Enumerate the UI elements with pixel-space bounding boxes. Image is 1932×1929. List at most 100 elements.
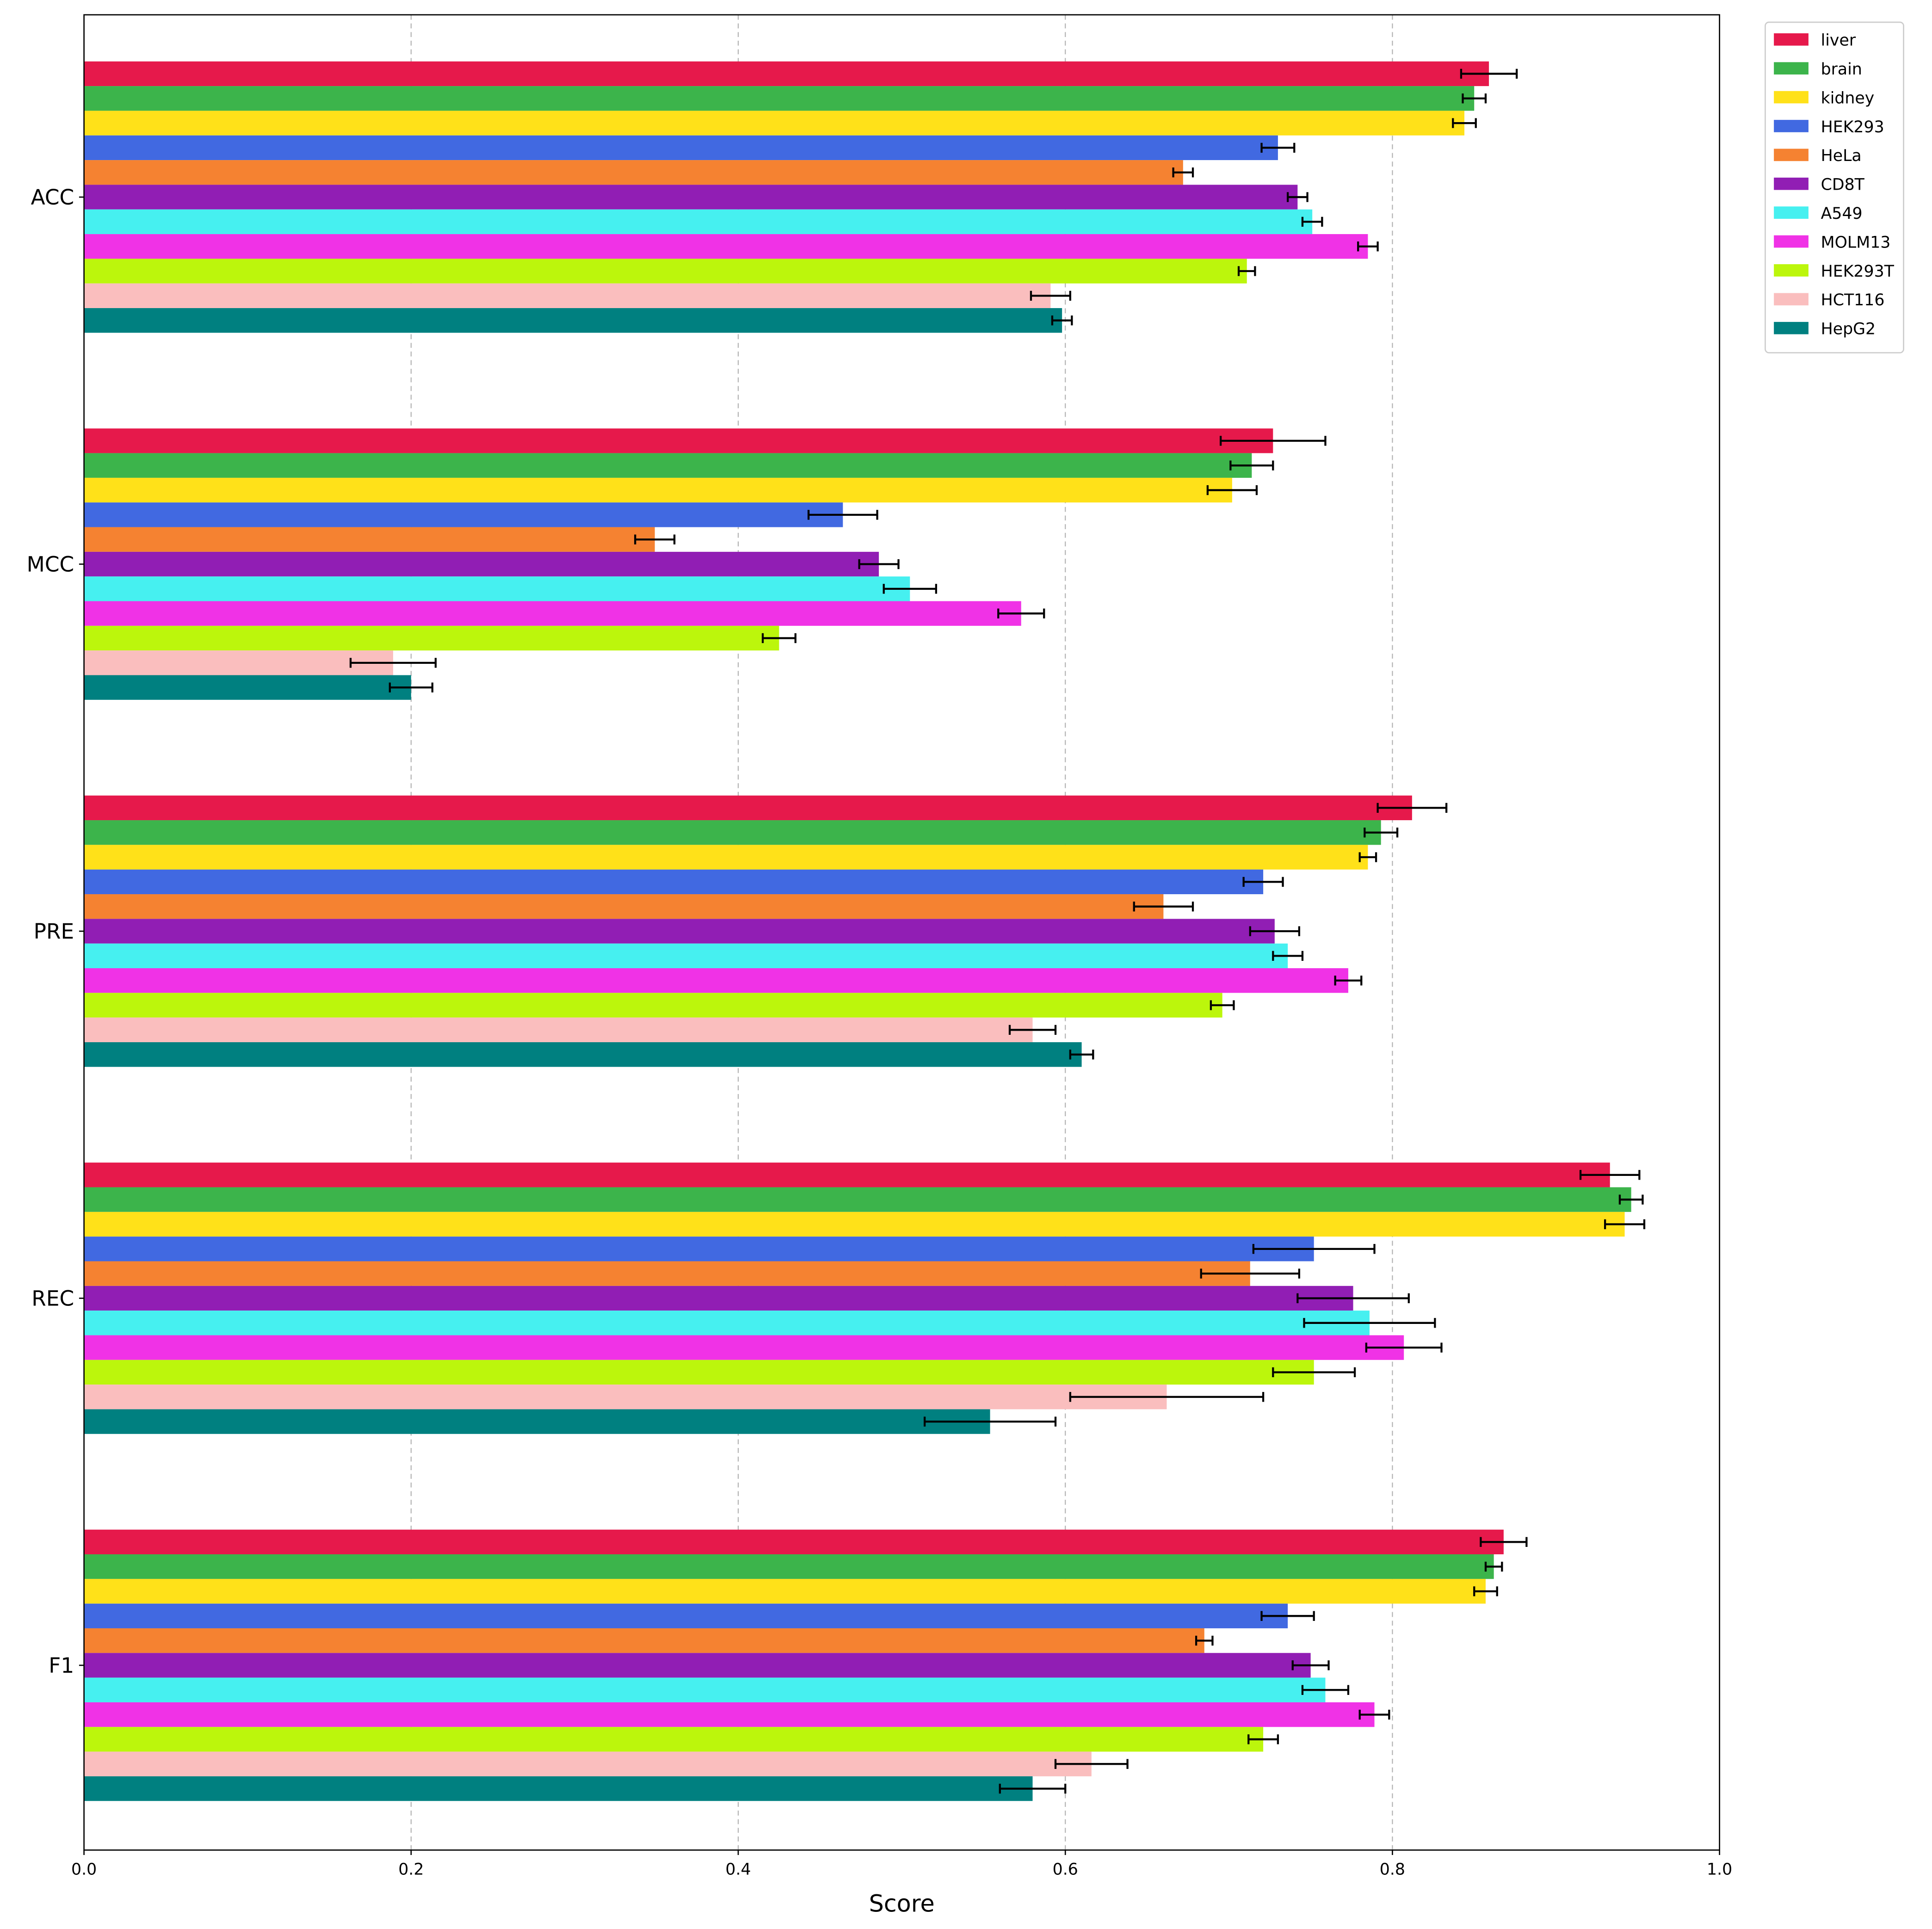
y-tick-label: REC [31, 1286, 74, 1311]
error-bar-CD8T-ACC [1286, 192, 1309, 202]
bar-MOLM13-F1 [84, 1702, 1375, 1727]
error-bar-HEK293-MCC [807, 510, 878, 520]
legend-swatch-A549 [1774, 206, 1809, 219]
legend-label-CD8T: CD8T [1821, 176, 1865, 194]
error-bar-HEK293-F1 [1260, 1611, 1315, 1621]
x-tick-label: 0.6 [1053, 1861, 1078, 1879]
error-bar-HEK293T-PRE [1210, 1000, 1235, 1010]
error-bar-HCT116-F1 [1054, 1759, 1129, 1769]
error-bar-kidney-REC [1604, 1219, 1646, 1230]
bar-liver-F1 [84, 1529, 1504, 1554]
x-tick-label: 0.4 [725, 1861, 751, 1879]
error-bar-brain-REC [1618, 1194, 1644, 1205]
error-bar-HCT116-ACC [1030, 291, 1071, 301]
error-bar-liver-PRE [1376, 803, 1448, 813]
error-bar-HepG2-PRE [1069, 1049, 1094, 1060]
bar-A549-MCC [84, 576, 910, 601]
bar-HEK293-PRE [84, 869, 1264, 895]
error-bar-HeLa-F1 [1195, 1635, 1214, 1646]
error-bar-HEK293T-MCC [761, 633, 796, 643]
error-bar-HCT116-MCC [349, 658, 437, 668]
bar-brain-REC [84, 1187, 1631, 1212]
bar-brain-ACC [84, 86, 1475, 111]
bar-HCT116-REC [84, 1385, 1167, 1410]
error-bar-brain-ACC [1462, 93, 1487, 104]
legend-swatch-kidney [1774, 91, 1809, 104]
bar-HEK293-MCC [84, 502, 843, 527]
x-axis-ticks: 0.0 0.2 0.4 0.6 0.8 1.0 [71, 1850, 1732, 1879]
error-bar-CD8T-F1 [1291, 1660, 1330, 1670]
bar-HeLa-REC [84, 1261, 1250, 1286]
legend-label-HepG2: HepG2 [1821, 320, 1876, 339]
error-bar-MOLM13-MCC [997, 608, 1045, 618]
bar-HepG2-PRE [84, 1042, 1082, 1067]
bars [84, 61, 1646, 1801]
legend-swatch-HCT116 [1774, 293, 1809, 306]
error-bar-HEK293T-F1 [1247, 1734, 1279, 1744]
error-bar-HeLa-ACC [1172, 167, 1194, 178]
x-axis-label: Score [869, 1890, 935, 1917]
error-bar-kidney-F1 [1473, 1586, 1498, 1596]
error-bar-HeLa-MCC [634, 534, 676, 544]
bar-HeLa-MCC [84, 527, 655, 552]
bar-A549-REC [84, 1311, 1370, 1335]
bar-HEK293T-F1 [84, 1727, 1264, 1752]
bar-HCT116-F1 [84, 1751, 1092, 1776]
legend-swatch-CD8T [1774, 177, 1809, 190]
error-bar-HeLa-REC [1200, 1268, 1301, 1279]
error-bar-HEK293-PRE [1242, 877, 1284, 887]
legend-label-HEK293: HEK293 [1821, 118, 1884, 136]
bar-kidney-MCC [84, 477, 1232, 503]
error-bar-kidney-PRE [1358, 852, 1377, 862]
error-bar-CD8T-REC [1296, 1293, 1410, 1304]
bar-kidney-ACC [84, 111, 1465, 136]
bar-HEK293T-REC [84, 1360, 1314, 1385]
bar-HEK293T-ACC [84, 259, 1247, 284]
legend-label-kidney: kidney [1821, 89, 1875, 107]
error-bar-HepG2-ACC [1051, 315, 1073, 326]
bar-HEK293-F1 [84, 1603, 1288, 1628]
bar-kidney-REC [84, 1212, 1625, 1237]
bar-HEK293-ACC [84, 135, 1278, 161]
bar-brain-PRE [84, 820, 1381, 845]
error-bar-HepG2-F1 [999, 1783, 1067, 1794]
bar-CD8T-REC [84, 1286, 1353, 1311]
y-tick-label: MCC [27, 552, 74, 577]
error-bar-A549-REC [1303, 1318, 1436, 1328]
error-bar-HEK293-ACC [1260, 142, 1296, 153]
error-bar-A549-ACC [1301, 216, 1323, 227]
error-bar-A549-MCC [883, 584, 938, 594]
legend: liver brain kidney HEK293 HeLa CD8T A549 MOLM13… [1765, 21, 1904, 353]
bar-CD8T-ACC [84, 185, 1298, 210]
bar-HepG2-F1 [84, 1776, 1033, 1801]
error-bar-brain-F1 [1484, 1561, 1503, 1572]
legend-swatch-MOLM13 [1774, 235, 1809, 248]
legend-swatch-HepG2 [1774, 322, 1809, 334]
error-bar-brain-MCC [1229, 460, 1274, 470]
bar-kidney-PRE [84, 845, 1368, 870]
bar-HeLa-PRE [84, 894, 1164, 919]
x-tick-label: 0.0 [71, 1861, 97, 1879]
legend-label-A549: A549 [1821, 204, 1863, 223]
error-bar-kidney-ACC [1452, 118, 1477, 128]
bar-brain-F1 [84, 1554, 1494, 1579]
error-bar-CD8T-PRE [1249, 926, 1301, 936]
bar-HepG2-ACC [84, 308, 1062, 333]
bar-CD8T-MCC [84, 551, 879, 577]
plot-frame [83, 14, 1720, 1851]
bar-HCT116-ACC [84, 283, 1051, 309]
bar-HCT116-PRE [84, 1017, 1033, 1042]
error-bar-liver-MCC [1220, 436, 1327, 446]
bar-MOLM13-REC [84, 1335, 1404, 1360]
bar-A549-PRE [84, 943, 1288, 968]
bar-kidney-F1 [84, 1579, 1486, 1604]
bar-HeLa-ACC [84, 160, 1183, 185]
bar-MOLM13-PRE [84, 968, 1348, 993]
error-bar-HCT116-REC [1069, 1392, 1265, 1402]
bar-liver-ACC [84, 61, 1489, 87]
bar-liver-PRE [84, 795, 1412, 821]
legend-label-HeLa: HeLa [1821, 147, 1862, 165]
error-bar-kidney-MCC [1206, 485, 1258, 495]
x-tick-label: 0.8 [1380, 1861, 1405, 1879]
